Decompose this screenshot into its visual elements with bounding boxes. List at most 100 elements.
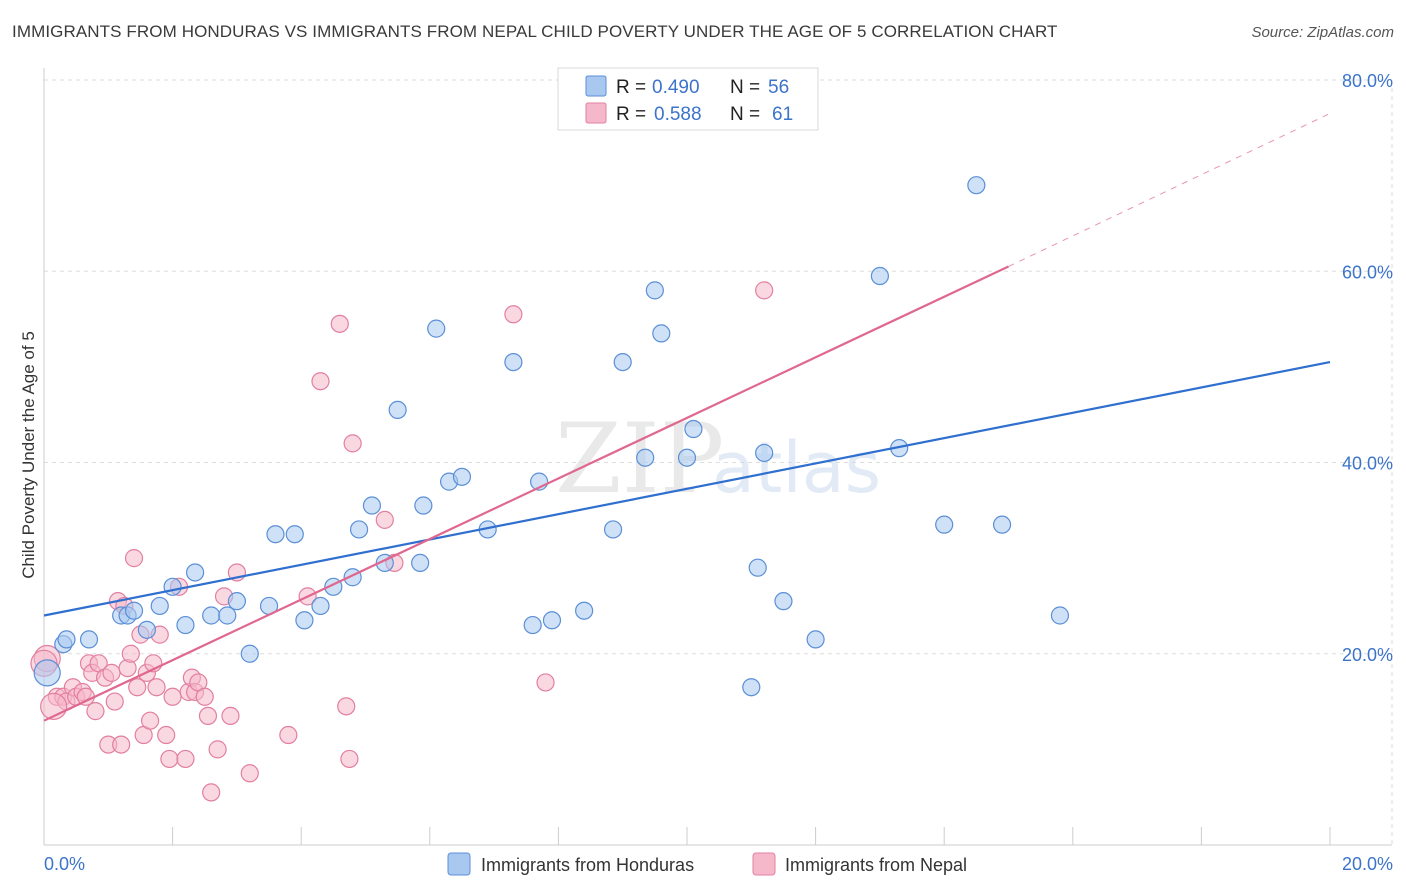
legend-r-label-nepal: R = (616, 104, 646, 125)
legend-swatch-honduras (585, 75, 607, 97)
honduras-point-44 (742, 678, 761, 697)
series-honduras (33, 176, 1070, 697)
trend-line-honduras-0 (43, 361, 1331, 617)
honduras-point-25 (388, 400, 407, 420)
honduras-point-33 (523, 615, 542, 635)
nepal-point-58 (755, 281, 774, 300)
series-nepal (30, 281, 774, 802)
nepal-point-14 (102, 663, 121, 682)
nepal-point-21 (124, 549, 144, 568)
honduras-point-2 (79, 630, 99, 649)
honduras-point-14 (240, 644, 259, 663)
nepal-point-32 (163, 687, 182, 706)
nepal-point-51 (337, 697, 356, 716)
nepal-point-46 (240, 764, 259, 783)
legend-n-value-nepal: 61 (772, 104, 793, 125)
nepal-point-44 (221, 706, 240, 726)
bottom-legend-label-nepal: Immigrants from Nepal (785, 855, 967, 875)
honduras-point-36 (575, 601, 594, 620)
nepal-point-34 (176, 749, 195, 769)
nepal-point-28 (147, 678, 166, 697)
bottom-legend-swatch-honduras (447, 852, 471, 876)
nepal-point-17 (112, 735, 131, 754)
chart-title: IMMIGRANTS FROM HONDURAS VS IMMIGRANTS F… (12, 22, 1058, 41)
honduras-point-55 (57, 630, 76, 649)
honduras-point-18 (295, 611, 314, 630)
bottom-legend: Immigrants from Honduras Immigrants from… (447, 852, 967, 876)
legend-r-value-nepal: 0.588 (654, 104, 702, 125)
honduras-point-12 (218, 606, 237, 625)
honduras-point-19 (311, 596, 330, 616)
legend: R = 0.490 N = 56 R = 0.588 N = 61 (557, 67, 819, 131)
honduras-point-17 (285, 525, 304, 544)
honduras-point-11 (202, 606, 221, 625)
honduras-point-47 (774, 592, 793, 611)
honduras-point-52 (967, 176, 986, 195)
y-tick-label-1: 40.0% (1342, 454, 1393, 474)
honduras-point-53 (992, 515, 1012, 534)
honduras-point-22 (349, 520, 369, 539)
honduras-point-10 (186, 563, 205, 582)
y-tick-label-3: 80.0% (1342, 71, 1393, 91)
nepal-point-50 (330, 314, 349, 333)
trend-line-nepal-1 (43, 265, 1009, 722)
honduras-point-37 (603, 520, 623, 539)
legend-r-label-honduras: R = (616, 77, 646, 98)
nepal-point-41 (202, 783, 221, 802)
nepal-point-39 (195, 687, 214, 706)
bottom-legend-swatch-nepal (752, 852, 776, 876)
honduras-point-6 (137, 620, 156, 639)
honduras-point-35 (542, 611, 562, 630)
honduras-point-26 (411, 553, 430, 573)
nepal-point-31 (160, 749, 179, 769)
nepal-point-52 (340, 749, 359, 769)
nepal-point-57 (536, 673, 555, 692)
legend-swatch-nepal (585, 102, 607, 124)
honduras-point-7 (150, 596, 169, 616)
honduras-point-40 (645, 281, 664, 300)
tick-labels: 20.0% 40.0% 60.0% 80.0% 0.0% 20.0% (44, 71, 1393, 874)
honduras-point-42 (677, 448, 697, 467)
nepal-point-20 (121, 644, 140, 663)
nepal-point-53 (343, 434, 362, 453)
honduras-point-43 (684, 419, 703, 439)
nepal-point-22 (128, 678, 147, 697)
nepal-point-30 (157, 725, 176, 745)
honduras-point-23 (362, 496, 382, 515)
nepal-point-15 (105, 692, 124, 711)
watermark: ZIP atlas (555, 403, 881, 515)
nepal-point-42 (208, 740, 227, 759)
honduras-point-41 (652, 324, 671, 343)
nepal-point-56 (504, 305, 523, 324)
trend-lines (43, 113, 1331, 722)
honduras-point-54 (1050, 606, 1070, 625)
honduras-point-13 (227, 592, 246, 611)
y-axis-label: Child Poverty Under the Age of 5 (19, 331, 38, 579)
honduras-point-48 (806, 630, 825, 649)
honduras-point-38 (613, 352, 632, 372)
x-tick-label-0: 0.0% (44, 854, 85, 874)
y-tick-label-0: 20.0% (1342, 645, 1393, 665)
nepal-point-10 (86, 702, 105, 721)
honduras-point-30 (452, 467, 472, 486)
x-tick-label-1: 20.0% (1342, 854, 1393, 874)
nepal-point-47 (279, 725, 298, 745)
honduras-point-46 (755, 443, 774, 463)
honduras-point-45 (748, 558, 767, 577)
trend-line-nepal-2 (1008, 113, 1331, 267)
honduras-point-27 (414, 496, 433, 515)
nepal-point-40 (198, 706, 218, 726)
nepal-point-49 (311, 372, 330, 391)
legend-n-label-nepal: N = (730, 104, 760, 125)
honduras-point-39 (636, 448, 655, 467)
chart-source: Source: ZipAtlas.com (1251, 24, 1394, 41)
honduras-point-9 (176, 615, 195, 635)
honduras-point-0 (33, 659, 61, 687)
nepal-point-26 (140, 711, 160, 730)
legend-n-value-honduras: 56 (768, 77, 789, 98)
legend-r-value-honduras: 0.490 (652, 77, 700, 98)
y-tick-label-2: 60.0% (1342, 262, 1393, 282)
nepal-point-54 (375, 510, 394, 529)
bottom-legend-label-honduras: Immigrants from Honduras (481, 855, 694, 875)
